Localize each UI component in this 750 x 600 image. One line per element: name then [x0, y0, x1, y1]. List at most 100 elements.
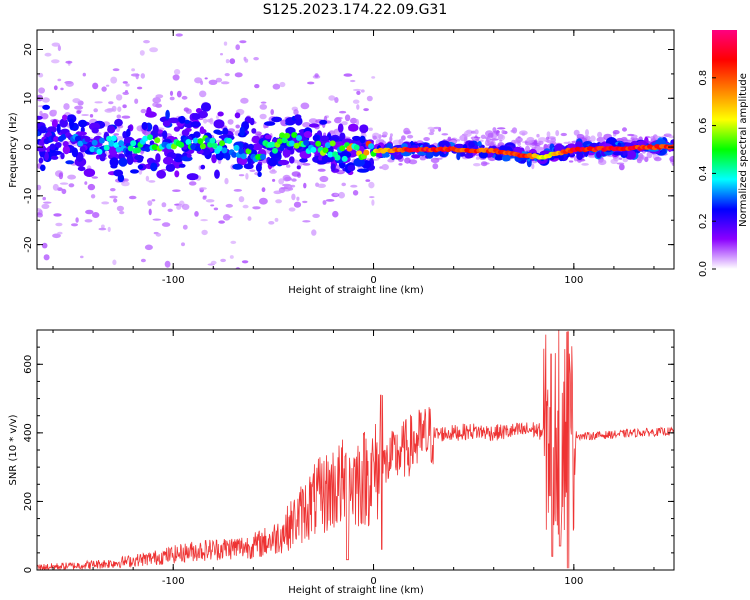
heatmap-cell: [46, 126, 57, 134]
heatmap-cell: [144, 244, 153, 251]
heatmap-cell: [247, 216, 252, 221]
heatmap-cell: [574, 141, 583, 149]
heatmap-cell: [260, 153, 266, 160]
heatmap-cell: [408, 159, 418, 165]
heatmap-cell: [531, 163, 535, 170]
heatmap-cell: [484, 136, 489, 140]
heatmap-cell: [39, 125, 47, 134]
heatmap-cell: [302, 220, 311, 223]
heatmap-cell: [459, 134, 468, 142]
heatmap-cell: [286, 145, 293, 151]
heatmap-cell: [273, 190, 282, 195]
heatmap-cell: [356, 90, 361, 95]
heatmap-cell: [350, 117, 358, 124]
heatmap-cell: [344, 114, 351, 122]
heatmap-cell: [281, 137, 288, 144]
heatmap-cell: [71, 223, 78, 227]
heatmap-cell: [76, 110, 82, 115]
heatmap-cell: [343, 73, 353, 77]
heatmap-cell: [427, 126, 435, 130]
heatmap-cell: [222, 127, 229, 136]
heatmap-cell: [477, 141, 482, 147]
heatmap-cell: [181, 129, 190, 137]
heatmap-cell: [147, 200, 153, 207]
heatmap-cell: [200, 219, 209, 222]
heatmap-cell: [468, 141, 475, 148]
heatmap-cell: [438, 140, 450, 149]
heatmap-cell: [284, 132, 290, 139]
heatmap-cell: [60, 152, 65, 160]
heatmap-cell: [240, 153, 247, 160]
heatmap-cell: [223, 41, 228, 46]
heatmap-cell: [110, 76, 118, 84]
heatmap-cell: [217, 111, 224, 117]
heatmap-cell: [441, 133, 449, 136]
heatmap-cell: [130, 169, 139, 174]
heatmap-cell: [106, 135, 113, 142]
heatmap-cell: [269, 169, 277, 174]
heatmap-cell: [215, 115, 220, 119]
heatmap-cell: [644, 156, 649, 163]
heatmap-cell: [82, 72, 87, 77]
heatmap-cell: [178, 141, 185, 148]
heatmap-cell: [276, 138, 283, 145]
heatmap-cell: [296, 196, 300, 201]
heatmap-cell: [188, 181, 197, 186]
heatmap-cell: [199, 143, 206, 150]
heatmap-cell: [249, 169, 256, 172]
heatmap-cell: [162, 130, 168, 140]
heatmap-cell: [211, 142, 218, 149]
heatmap-cell: [261, 187, 266, 193]
heatmap-cell: [122, 81, 128, 84]
heatmap-cell: [293, 201, 302, 208]
heatmap-cell: [108, 140, 115, 147]
heatmap-cell: [121, 181, 130, 187]
heatmap-cell: [216, 275, 224, 279]
heatmap-cell: [52, 233, 61, 239]
heatmap-cell: [113, 133, 120, 136]
heatmap-cell: [547, 136, 556, 140]
heatmap-cell: [234, 72, 243, 78]
heatmap-cell: [576, 151, 584, 160]
heatmap-cell: [61, 188, 67, 195]
heatmap-cell: [91, 176, 99, 179]
heatmap-cell: [110, 188, 116, 192]
heatmap-cell: [113, 198, 118, 203]
heatmap-cell: [49, 143, 56, 151]
heatmap-cell: [194, 211, 199, 217]
heatmap-cell: [169, 96, 175, 101]
heatmap-cell: [352, 135, 361, 141]
heatmap-cell: [478, 151, 488, 159]
heatmap-cell: [55, 142, 62, 148]
heatmap-cell: [155, 232, 162, 237]
heatmap-cell: [269, 150, 282, 159]
heatmap-cell: [105, 84, 110, 87]
heatmap-cell: [110, 135, 117, 142]
heatmap-cell: [252, 206, 261, 210]
heatmap-cell: [173, 69, 181, 75]
heatmap-cell: [288, 140, 295, 147]
heatmap-cell: [135, 147, 141, 154]
heatmap-cell: [510, 129, 515, 133]
heatmap-cell: [235, 267, 241, 269]
heatmap-cell: [341, 121, 348, 126]
heatmap-cell: [75, 152, 84, 162]
y-tick-label: 20: [23, 43, 34, 56]
heatmap-cell: [140, 258, 146, 263]
heatmap-cell: [104, 108, 114, 113]
heatmap-cell: [289, 156, 295, 164]
heatmap-cell: [77, 140, 84, 147]
heatmap-cell: [314, 73, 319, 78]
heatmap-cell: [51, 119, 58, 128]
heatmap-cell: [242, 204, 249, 209]
heatmap-cell: [37, 212, 43, 218]
figure-title: S125.2023.174.22.09.G31: [263, 2, 448, 18]
heatmap-cell: [141, 122, 148, 130]
heatmap-cell: [162, 120, 171, 127]
heatmap-cell: [238, 196, 245, 203]
x-tick-label: 100: [564, 275, 583, 286]
heatmap-cell: [272, 178, 276, 182]
heatmap-cell: [37, 208, 42, 212]
